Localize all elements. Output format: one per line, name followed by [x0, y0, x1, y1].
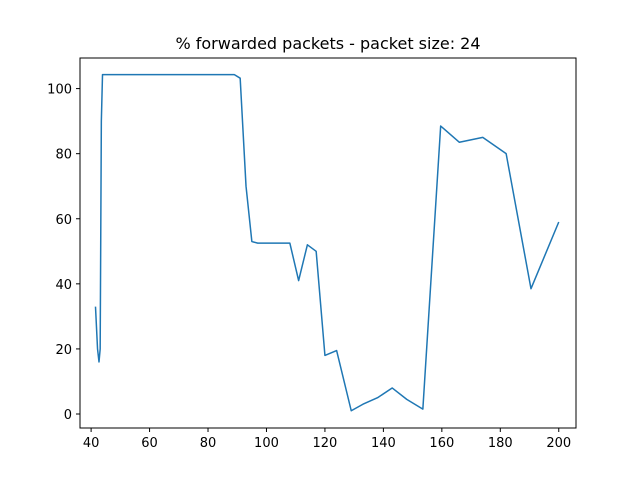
y-tick-label: 80: [55, 148, 72, 163]
x-tick-label: 100: [254, 436, 279, 451]
y-tick-label: 0: [64, 408, 72, 423]
series-line-0: [94, 73, 560, 412]
x-axis: 40 60 80 100 120 140 160 180 200: [83, 428, 571, 451]
y-axis: 0 20 40 60 80 100: [47, 83, 80, 423]
y-tick-label: 60: [55, 213, 72, 228]
y-tick-label: 20: [55, 343, 72, 358]
x-tick-label: 140: [371, 436, 396, 451]
y-tick-label: 100: [47, 83, 72, 98]
x-tick-label: 80: [200, 436, 217, 451]
chart-title: % forwarded packets - packet size: 24: [175, 34, 480, 53]
x-tick-label: 180: [488, 436, 513, 451]
x-tick-label: 200: [546, 436, 571, 451]
x-tick-label: 160: [429, 436, 454, 451]
plot-frame: [79, 57, 577, 429]
x-tick-label: 120: [313, 436, 338, 451]
y-tick-label: 40: [55, 278, 72, 293]
plot-area: [94, 73, 560, 412]
x-tick-label: 60: [141, 436, 158, 451]
x-tick-label: 40: [83, 436, 100, 451]
